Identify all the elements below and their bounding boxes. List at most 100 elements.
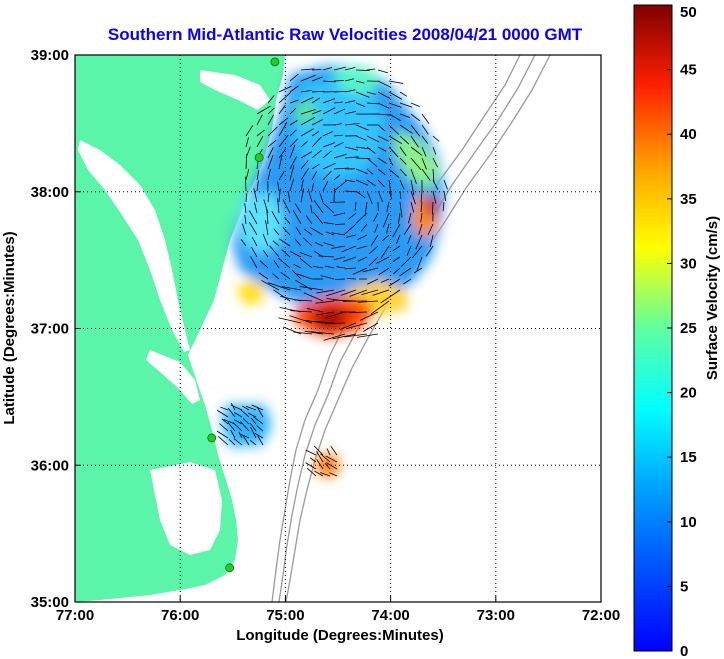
velocity-vector (397, 212, 401, 225)
velocity-vector (256, 105, 271, 115)
velocity-vector (366, 146, 376, 154)
velocity-vector (366, 135, 380, 143)
velocity-vector (289, 156, 297, 170)
velocity-vector (432, 157, 438, 168)
velocity-vector (322, 202, 335, 214)
velocity-vector (263, 199, 269, 214)
velocity-vector (388, 135, 403, 145)
velocity-vector (344, 156, 359, 159)
velocity-vector (305, 215, 313, 225)
velocity-vector (262, 233, 269, 247)
velocity-vector (289, 129, 297, 137)
velocity-vector (278, 171, 285, 181)
velocity-vector (311, 131, 320, 137)
velocity-vector (420, 190, 423, 203)
velocity-vector (366, 179, 376, 187)
velocity-vector (289, 73, 299, 82)
velocity-vector (278, 85, 292, 93)
velocity-vector (355, 179, 369, 186)
velocity-vector (411, 245, 423, 259)
velocity-vector (310, 204, 313, 214)
velocity-vector (344, 267, 357, 270)
y-axis: 35:00 36:00 37:00 38:00 39:00 (31, 47, 81, 611)
velocity-vector (253, 188, 258, 203)
velocity-vector (300, 160, 309, 170)
velocity-vector (256, 135, 264, 148)
y-axis-label: Latitude (Degrees:Minutes) (1, 231, 18, 424)
velocity-vector (305, 462, 317, 470)
velocity-vector (281, 249, 291, 258)
velocity-vector (386, 201, 390, 213)
velocity-vector (325, 311, 346, 318)
velocity-vector (273, 228, 280, 236)
velocity-vector (320, 472, 331, 477)
velocity-vector (250, 417, 257, 425)
velocity-vector (333, 212, 346, 217)
velocity-vector (300, 151, 312, 159)
velocity-vector (245, 125, 254, 137)
velocity-vector (380, 289, 401, 304)
velocity-vector (284, 217, 291, 225)
velocity-vector (334, 278, 346, 281)
velocity-vector (421, 157, 427, 170)
velocity-vector (333, 256, 346, 261)
velocity-vector (322, 107, 336, 115)
velocity-vector (248, 412, 257, 418)
velocity-vector (273, 289, 291, 302)
velocity-vector (294, 238, 302, 247)
velocity-vector (381, 234, 390, 242)
velocity-vector (388, 190, 393, 200)
velocity-vector (289, 164, 295, 181)
velocity-vector (388, 157, 394, 166)
velocity-vector (248, 221, 258, 236)
velocity-vector (289, 85, 299, 93)
velocity-vector (322, 180, 329, 192)
velocity-vector (287, 191, 291, 203)
velocity-vector (319, 193, 324, 203)
velocity-vector (366, 102, 379, 105)
velocity-vector (333, 66, 346, 71)
velocity-vector (233, 412, 243, 418)
velocity-vector (432, 190, 437, 204)
velocity-vector (254, 202, 258, 214)
velocity-vector (370, 300, 390, 315)
velocity-vector (344, 110, 357, 115)
velocity-vector (359, 311, 379, 321)
velocity-vector (354, 201, 357, 211)
colorbar-tick-label: 15 (680, 449, 697, 466)
velocity-vector (429, 234, 434, 248)
velocity-vector (366, 68, 376, 71)
velocity-vector (355, 102, 366, 107)
velocity-vector (322, 67, 333, 71)
colorbar-tick-label: 50 (680, 4, 697, 21)
velocity-vector (360, 223, 368, 232)
velocity-vector (372, 289, 390, 296)
colorbar-tick-label: 0 (680, 643, 688, 659)
velocity-vector (333, 90, 348, 93)
velocity-vector (278, 134, 289, 148)
colorbar (633, 4, 673, 652)
velocity-vector (314, 242, 324, 247)
velocity-vector (410, 190, 416, 205)
velocity-vector (347, 278, 357, 280)
velocity-vector (332, 333, 357, 340)
velocity-vector (339, 322, 357, 330)
velocity-vector (316, 289, 335, 294)
velocity-vector (344, 78, 354, 82)
velocity-vector (233, 419, 243, 425)
velocity-vector (432, 179, 439, 190)
velocity-vector (324, 265, 335, 269)
velocity-vector (311, 182, 315, 192)
velocity-vector (278, 92, 291, 104)
velocity-vector (311, 149, 322, 159)
velocity-vector (408, 212, 412, 224)
colorbar-tick-label: 30 (680, 255, 697, 272)
velocity-vector (278, 154, 283, 170)
velocity-vector (300, 140, 308, 148)
velocity-vector (432, 135, 440, 142)
velocity-vector (377, 146, 387, 152)
velocity-vector (368, 256, 379, 267)
velocity-vector (377, 80, 391, 88)
velocity-vector (410, 146, 423, 156)
velocity-vector (294, 203, 302, 214)
